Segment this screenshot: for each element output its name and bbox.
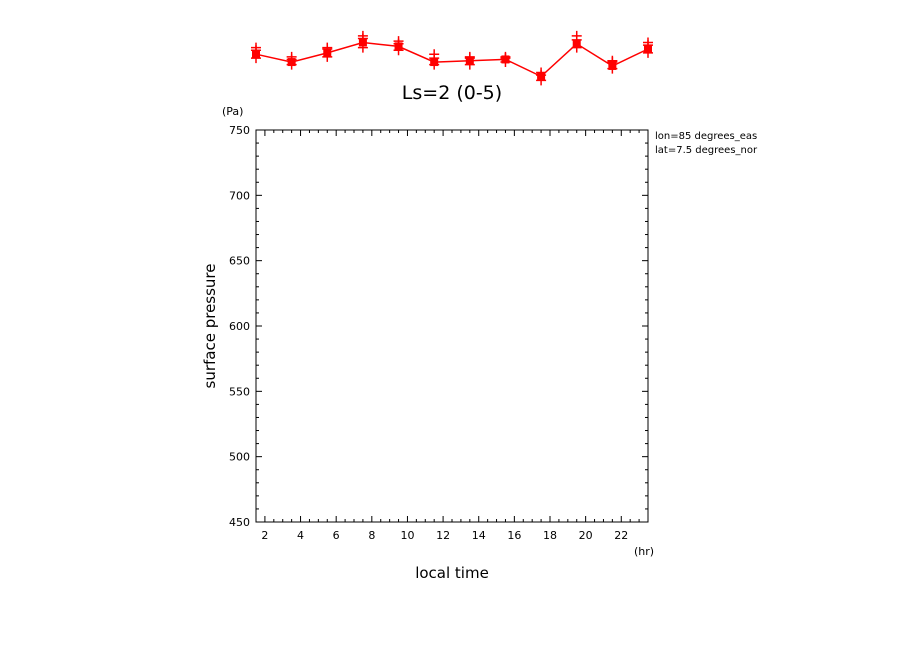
x-tick-label: 18	[543, 529, 557, 542]
x-tick-label: 16	[507, 529, 521, 542]
x-tick-label: 22	[614, 529, 628, 542]
x-tick-label: 10	[400, 529, 414, 542]
lon-annotation: lon=85 degrees_eas	[655, 131, 757, 142]
y-axis-label: surface pressure	[201, 264, 219, 389]
x-tick-label: 14	[472, 529, 486, 542]
plot-frame	[255, 129, 649, 523]
data-point	[537, 72, 546, 81]
x-tick-label: 20	[579, 529, 593, 542]
x-tick-label: 12	[436, 529, 450, 542]
data-point	[644, 44, 652, 53]
lat-annotation: lat=7.5 degrees_nor	[655, 145, 758, 156]
data-point	[394, 42, 403, 51]
x-axis-label: local time	[415, 564, 489, 582]
x-tick-label: 2	[261, 529, 268, 542]
x-tick-label: 6	[333, 529, 340, 542]
data-point	[358, 38, 367, 47]
y-tick-label: 500	[229, 451, 250, 464]
y-unit-label: (Pa)	[222, 105, 243, 118]
axis-layer: 2 4 6 8 10 12 14 16 18 20 22 450 500 550 600 650 700 750	[229, 124, 649, 542]
data-point	[608, 61, 617, 70]
x-tick-label: 4	[297, 529, 304, 542]
y-tick-label: 750	[229, 124, 250, 137]
y-tick-label: 600	[229, 320, 250, 333]
x-unit-label: (hr)	[634, 545, 654, 558]
data-point	[430, 58, 439, 67]
series-layer	[251, 30, 653, 86]
spread-marker	[429, 49, 440, 60]
data-point	[501, 55, 510, 64]
data-point	[323, 48, 332, 57]
y-tick-label: 700	[229, 189, 250, 202]
spread-marker	[571, 30, 582, 41]
data-point	[465, 56, 474, 65]
y-tick-label: 550	[229, 385, 250, 398]
y-tick-label: 450	[229, 516, 250, 529]
data-point	[287, 58, 296, 67]
y-tick-label: 650	[229, 255, 250, 268]
data-point	[572, 39, 581, 48]
x-tick-label: 8	[368, 529, 375, 542]
series-line	[255, 41, 649, 78]
data-point	[252, 50, 260, 59]
chart-title: Ls=2 (0-5)	[402, 82, 502, 104]
